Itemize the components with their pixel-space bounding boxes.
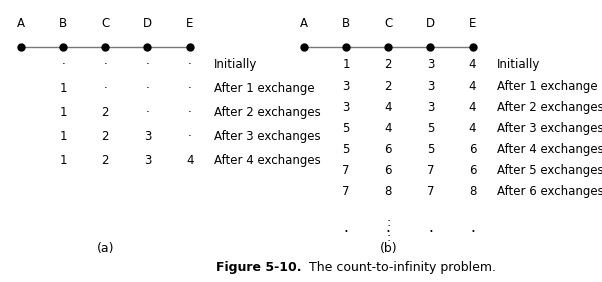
Text: 1: 1: [343, 58, 350, 71]
Text: ·: ·: [188, 130, 191, 143]
Text: E: E: [469, 17, 476, 30]
Text: ·: ·: [188, 82, 191, 95]
Text: 2: 2: [385, 80, 392, 92]
Text: 2: 2: [385, 58, 392, 71]
Text: 1: 1: [60, 82, 67, 95]
Text: B: B: [342, 17, 350, 30]
Text: After 3 exchanges: After 3 exchanges: [497, 122, 602, 135]
Text: 6: 6: [469, 143, 476, 156]
Text: :
:: : :: [386, 216, 391, 244]
Text: 8: 8: [469, 185, 476, 198]
Text: A: A: [300, 17, 308, 30]
Text: 6: 6: [469, 164, 476, 177]
Text: ·: ·: [188, 58, 191, 71]
Text: 1: 1: [60, 106, 67, 119]
Text: After 2 exchanges: After 2 exchanges: [497, 101, 602, 114]
Text: 3: 3: [343, 80, 350, 92]
Text: After 2 exchanges: After 2 exchanges: [214, 106, 320, 119]
Text: After 5 exchanges: After 5 exchanges: [497, 164, 602, 177]
Text: ·: ·: [146, 106, 149, 119]
Text: 3: 3: [343, 101, 350, 114]
Text: ·: ·: [61, 58, 65, 71]
Text: After 1 exchange: After 1 exchange: [497, 80, 597, 92]
Text: 1: 1: [60, 154, 67, 167]
Text: E: E: [186, 17, 193, 30]
Text: 7: 7: [427, 164, 434, 177]
Text: 4: 4: [186, 154, 193, 167]
Text: Initially: Initially: [497, 58, 540, 71]
Text: After 4 exchanges: After 4 exchanges: [214, 154, 320, 167]
Text: 3: 3: [427, 101, 434, 114]
Text: Initially: Initially: [214, 58, 257, 71]
Text: ·: ·: [104, 82, 107, 95]
Text: ·: ·: [470, 225, 475, 240]
Text: ·: ·: [146, 82, 149, 95]
Text: 6: 6: [385, 143, 392, 156]
Text: ·: ·: [146, 58, 149, 71]
Text: After 4 exchanges: After 4 exchanges: [497, 143, 602, 156]
Text: The count-to-infinity problem.: The count-to-infinity problem.: [301, 261, 496, 274]
Text: Figure 5-10.: Figure 5-10.: [216, 261, 301, 274]
Text: 4: 4: [469, 122, 476, 135]
Text: 4: 4: [385, 122, 392, 135]
Text: 7: 7: [343, 164, 350, 177]
Text: D: D: [426, 17, 435, 30]
Text: After 6 exchanges: After 6 exchanges: [497, 185, 602, 198]
Text: 6: 6: [385, 164, 392, 177]
Text: 2: 2: [102, 130, 109, 143]
Text: After 1 exchange: After 1 exchange: [214, 82, 314, 95]
Text: ·: ·: [428, 225, 433, 240]
Text: 3: 3: [144, 130, 151, 143]
Text: 1: 1: [60, 130, 67, 143]
Text: 2: 2: [102, 154, 109, 167]
Text: 8: 8: [385, 185, 392, 198]
Text: 5: 5: [343, 143, 350, 156]
Text: ·: ·: [344, 225, 349, 240]
Text: 4: 4: [469, 58, 476, 71]
Text: (b): (b): [379, 242, 397, 255]
Text: ·: ·: [386, 225, 391, 240]
Text: C: C: [384, 17, 393, 30]
Text: 3: 3: [427, 80, 434, 92]
Text: D: D: [143, 17, 152, 30]
Text: A: A: [17, 17, 25, 30]
Text: 3: 3: [144, 154, 151, 167]
Text: C: C: [101, 17, 110, 30]
Text: 2: 2: [102, 106, 109, 119]
Text: 4: 4: [469, 80, 476, 92]
Text: 5: 5: [427, 143, 434, 156]
Text: ·: ·: [104, 58, 107, 71]
Text: 3: 3: [427, 58, 434, 71]
Text: 5: 5: [427, 122, 434, 135]
Text: 4: 4: [469, 101, 476, 114]
Text: After 3 exchanges: After 3 exchanges: [214, 130, 320, 143]
Text: B: B: [59, 17, 67, 30]
Text: 7: 7: [427, 185, 434, 198]
Text: 7: 7: [343, 185, 350, 198]
Text: 5: 5: [343, 122, 350, 135]
Text: ·: ·: [188, 106, 191, 119]
Text: 4: 4: [385, 101, 392, 114]
Text: (a): (a): [96, 242, 114, 255]
